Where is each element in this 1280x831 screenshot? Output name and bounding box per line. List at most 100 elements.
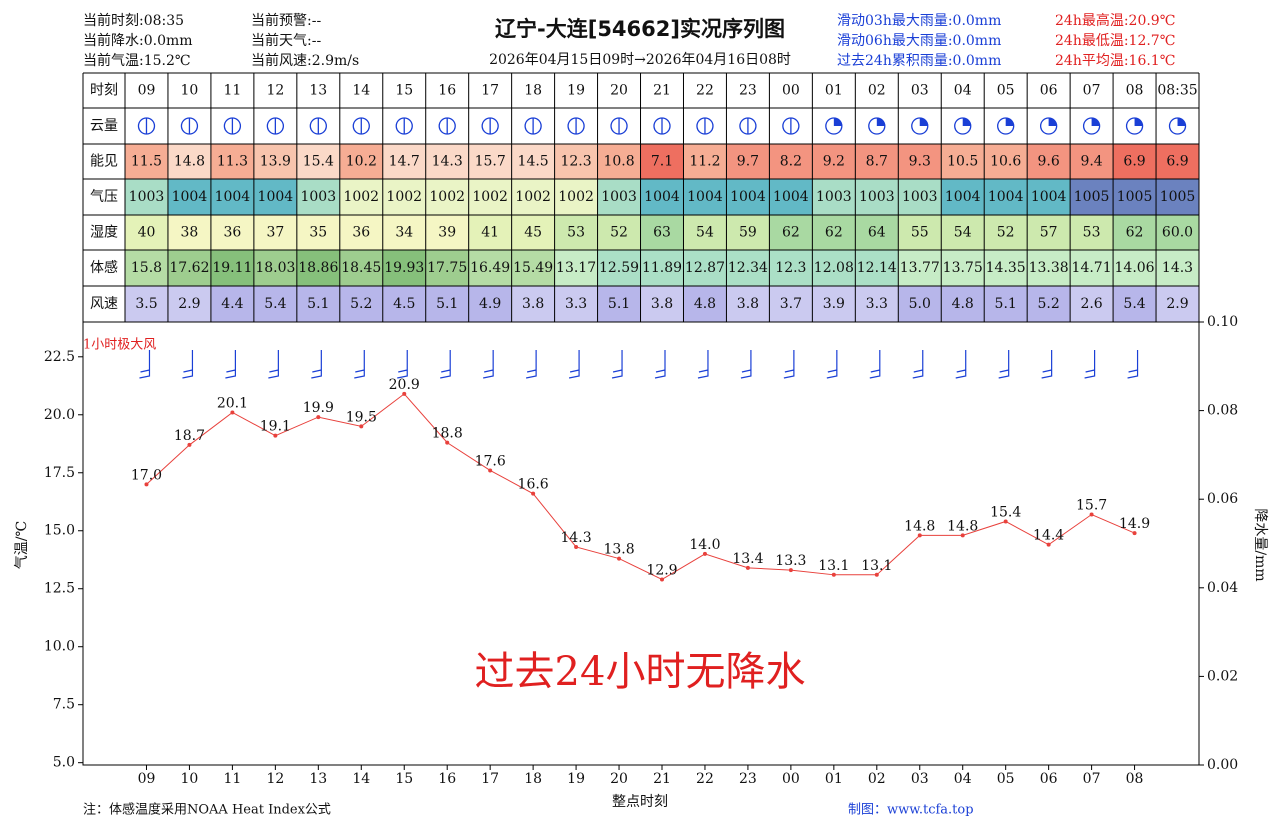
- table-cell: 19.93: [384, 260, 424, 276]
- table-cell-bg: [640, 250, 684, 286]
- table-cell: 3.5: [135, 296, 157, 312]
- temperature-point: [359, 424, 364, 429]
- x-tick-label: 04: [954, 771, 972, 787]
- table-cell: 34: [395, 225, 413, 241]
- table-cell: 13.77: [900, 260, 940, 276]
- table-cell: 39: [438, 225, 456, 241]
- cloud-icon: [1048, 118, 1057, 126]
- table-cell: 15.4: [303, 154, 334, 170]
- table-cell-bg: [468, 215, 512, 250]
- table-cell: 1004: [172, 189, 208, 205]
- table-cell: 40: [138, 225, 156, 241]
- data-label: 19.5: [346, 409, 377, 425]
- y-tick-label: 22.5: [44, 349, 75, 365]
- table-cell-bg: [468, 144, 512, 179]
- table-cell: 10.2: [346, 154, 377, 170]
- table-cell: 12.3: [560, 154, 591, 170]
- table-cell-bg: [726, 250, 770, 286]
- table-cell-bg: [425, 286, 469, 322]
- table-cell-bg: [210, 179, 254, 215]
- table-cell: 9.6: [1038, 154, 1060, 170]
- table-cell-bg: [683, 215, 727, 250]
- table-cell-bg: [683, 144, 727, 179]
- temperature-point: [702, 551, 707, 556]
- table-cell-bg: [125, 250, 168, 286]
- x-tick-label: 06: [1040, 771, 1058, 787]
- table-cell: 17: [481, 83, 499, 99]
- wind-barb: [740, 350, 752, 379]
- table-cell: 03: [911, 83, 929, 99]
- table-cell-bg: [812, 286, 856, 322]
- table-cell-bg: [468, 250, 512, 286]
- table-cell: 1005: [1117, 189, 1153, 205]
- table-cell: 16.49: [470, 260, 510, 276]
- table-cell-bg: [1027, 286, 1071, 322]
- x-tick-label: 19: [567, 771, 585, 787]
- temperature-point: [531, 491, 536, 496]
- table-cell: 8.2: [780, 154, 802, 170]
- table-cell: 36: [223, 225, 241, 241]
- table-cell-bg: [769, 250, 813, 286]
- wind-barb: [611, 350, 623, 379]
- data-label: 17.0: [131, 467, 162, 483]
- table-cell: 52: [997, 225, 1015, 241]
- data-label: 17.6: [475, 453, 506, 469]
- table-cell: 1004: [988, 189, 1024, 205]
- row-label: 云量: [90, 118, 118, 134]
- table-cell-bg: [726, 215, 770, 250]
- table-cell: 1002: [558, 189, 594, 205]
- table-cell: 12.3: [775, 260, 806, 276]
- table-cell: 62: [825, 225, 843, 241]
- table-cell: 6.9: [1166, 154, 1188, 170]
- temperature-point: [144, 482, 149, 487]
- table-cell-bg: [167, 179, 211, 215]
- table-cell: 11.3: [217, 154, 248, 170]
- table-cell: 06: [1040, 83, 1058, 99]
- table-cell-bg: [167, 250, 211, 286]
- table-cell-bg: [1156, 250, 1199, 286]
- table-cell-bg: [683, 286, 727, 322]
- table-cell: 36: [352, 225, 370, 241]
- table-cell-bg: [425, 250, 469, 286]
- wind-barb: [998, 350, 1010, 379]
- table-cell: 1004: [687, 189, 723, 205]
- table-cell: 02: [868, 83, 886, 99]
- table-cell: 12: [266, 83, 284, 99]
- y2-tick-label: 0.06: [1207, 491, 1238, 507]
- x-tick-label: 13: [309, 771, 327, 787]
- y-axis-label: 气温/℃: [14, 521, 30, 569]
- data-label: 13.3: [775, 553, 806, 569]
- table-cell-bg: [855, 215, 899, 250]
- table-cell: 57: [1040, 225, 1058, 241]
- table-cell: 07: [1083, 83, 1101, 99]
- table-cell: 1003: [601, 189, 637, 205]
- data-label: 14.0: [689, 537, 720, 553]
- annotation: 过去24小时无降水: [475, 649, 806, 695]
- table-cell-bg: [898, 286, 942, 322]
- table-cell: 60.0: [1162, 225, 1193, 241]
- table-cell-bg: [511, 179, 555, 215]
- table-cell-bg: [1156, 179, 1199, 215]
- table-cell: 54: [954, 225, 972, 241]
- table-cell: 08: [1126, 83, 1144, 99]
- table-cell: 14.3: [1162, 260, 1193, 276]
- wind-barb: [182, 350, 194, 379]
- table-cell-bg: [253, 286, 297, 322]
- table-cell: 53: [1083, 225, 1101, 241]
- wind-barb: [826, 350, 838, 379]
- info: 当前天气:--: [251, 32, 321, 49]
- temp-stat: 24h平均温:16.1℃: [1055, 53, 1175, 69]
- x-tick-label: 12: [266, 771, 284, 787]
- table-cell-bg: [1070, 215, 1114, 250]
- table-cell: 41: [481, 225, 499, 241]
- data-label: 14.3: [560, 530, 591, 546]
- table-cell: 8.7: [866, 154, 888, 170]
- table-cell: 14.35: [986, 260, 1026, 276]
- table-cell-bg: [511, 215, 555, 250]
- table-cell-bg: [468, 286, 512, 322]
- subtitle: 2026年04月15日09时→2026年04月16日08时: [489, 52, 791, 68]
- x-tick-label: 03: [911, 771, 929, 787]
- table-cell-bg: [855, 179, 899, 215]
- temperature-point: [960, 533, 965, 538]
